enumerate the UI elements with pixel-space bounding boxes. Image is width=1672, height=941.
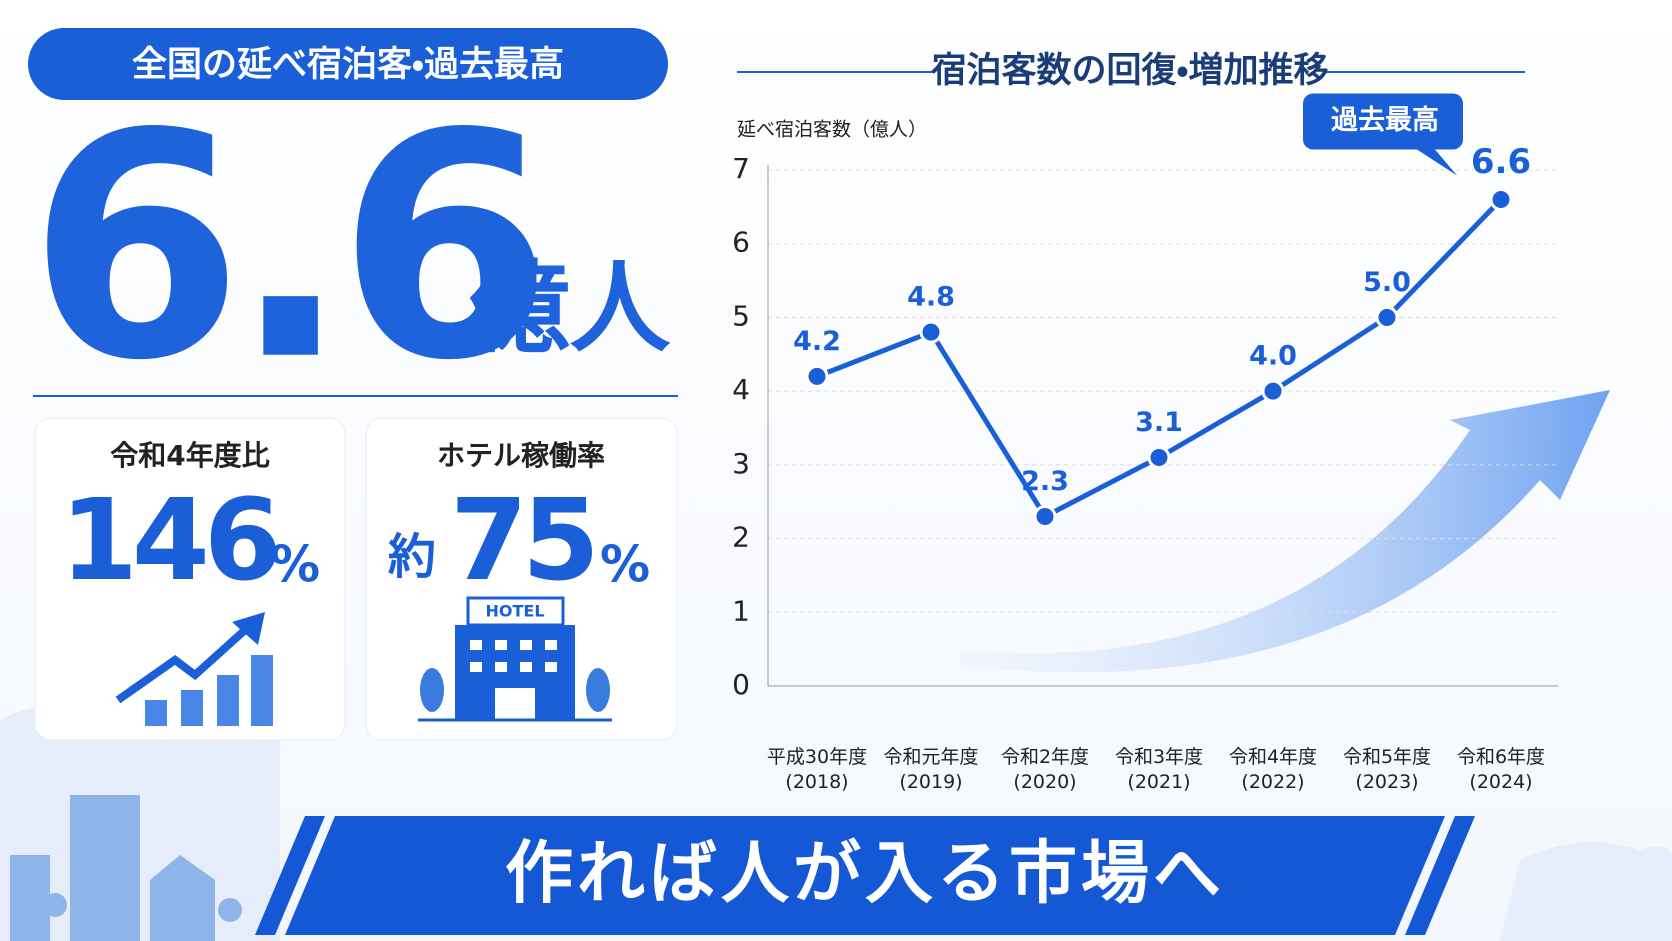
x-tick-label: 令和元年度 (2019)	[883, 746, 979, 793]
y-tick-label: 1	[732, 594, 750, 627]
stat-value: 146	[60, 476, 276, 606]
headline-unit: 億人	[469, 249, 671, 366]
y-tick-label: 2	[732, 521, 750, 554]
x-tick-label: 平成30年度 (2018)	[766, 746, 868, 793]
x-tick-label: 令和4年度 (2022)	[1228, 746, 1318, 793]
banner-band	[285, 816, 1445, 935]
stat-title: 令和4年度比	[110, 439, 269, 472]
headline-value: 6.6	[28, 68, 541, 429]
data-label: 4.0	[1249, 341, 1297, 372]
point	[1261, 379, 1285, 403]
banner-stripe	[1405, 816, 1475, 935]
x-tick-label: 令和6年度 (2024)	[1456, 746, 1546, 793]
y-tick-label: 5	[732, 299, 750, 332]
point	[919, 320, 943, 344]
data-label: 2.3	[1021, 466, 1069, 497]
point	[1375, 305, 1399, 329]
data-label: 6.6	[1471, 142, 1531, 182]
growth-icon	[115, 612, 273, 726]
stat-unit: %	[600, 536, 650, 594]
y-tick-label: 0	[732, 668, 750, 701]
y-tick-label: 6	[732, 226, 750, 259]
stat-unit: %	[270, 536, 320, 594]
data-label: 4.2	[793, 326, 841, 357]
y-tick-label: 4	[732, 373, 750, 406]
cloud-decoration	[1500, 842, 1672, 941]
stat-prefix: 約	[388, 529, 436, 585]
data-label: 5.0	[1363, 267, 1411, 298]
building-decoration	[10, 795, 242, 941]
data-label: 3.1	[1135, 407, 1183, 438]
annotation: 過去最高	[1331, 105, 1439, 136]
y-axis-label: 延べ宿泊客数（億人）	[737, 119, 927, 141]
headline-pill	[28, 28, 668, 100]
point	[1489, 187, 1513, 211]
point	[805, 364, 829, 388]
x-tick-label: 令和2年度 (2020)	[1000, 746, 1090, 793]
y-tick-label: 7	[732, 152, 750, 185]
point	[1147, 445, 1171, 469]
stat-card	[365, 417, 678, 741]
banner-text: 作れば人が入る市場へ	[505, 835, 1225, 914]
x-tick-label: 令和3年度 (2021)	[1114, 746, 1204, 793]
data-label: 4.8	[907, 282, 955, 313]
y-tick-label: 3	[732, 447, 750, 480]
chart-title: 宿泊客数の回復・増加推移	[931, 51, 1329, 91]
banner-stripe	[255, 816, 325, 935]
x-tick-label: 令和5年度 (2023)	[1342, 746, 1432, 793]
hotel-icon	[418, 596, 612, 722]
stat-value: 75	[450, 476, 594, 606]
stat-title: ホテル稼働率	[437, 439, 605, 472]
headline-label: 全国の延べ宿泊客・過去最高	[132, 45, 564, 85]
trend-arrow	[960, 390, 1610, 673]
point	[1033, 504, 1057, 528]
annotation-bubble	[1303, 93, 1463, 176]
hotel-sign: HOTEL	[485, 602, 544, 621]
